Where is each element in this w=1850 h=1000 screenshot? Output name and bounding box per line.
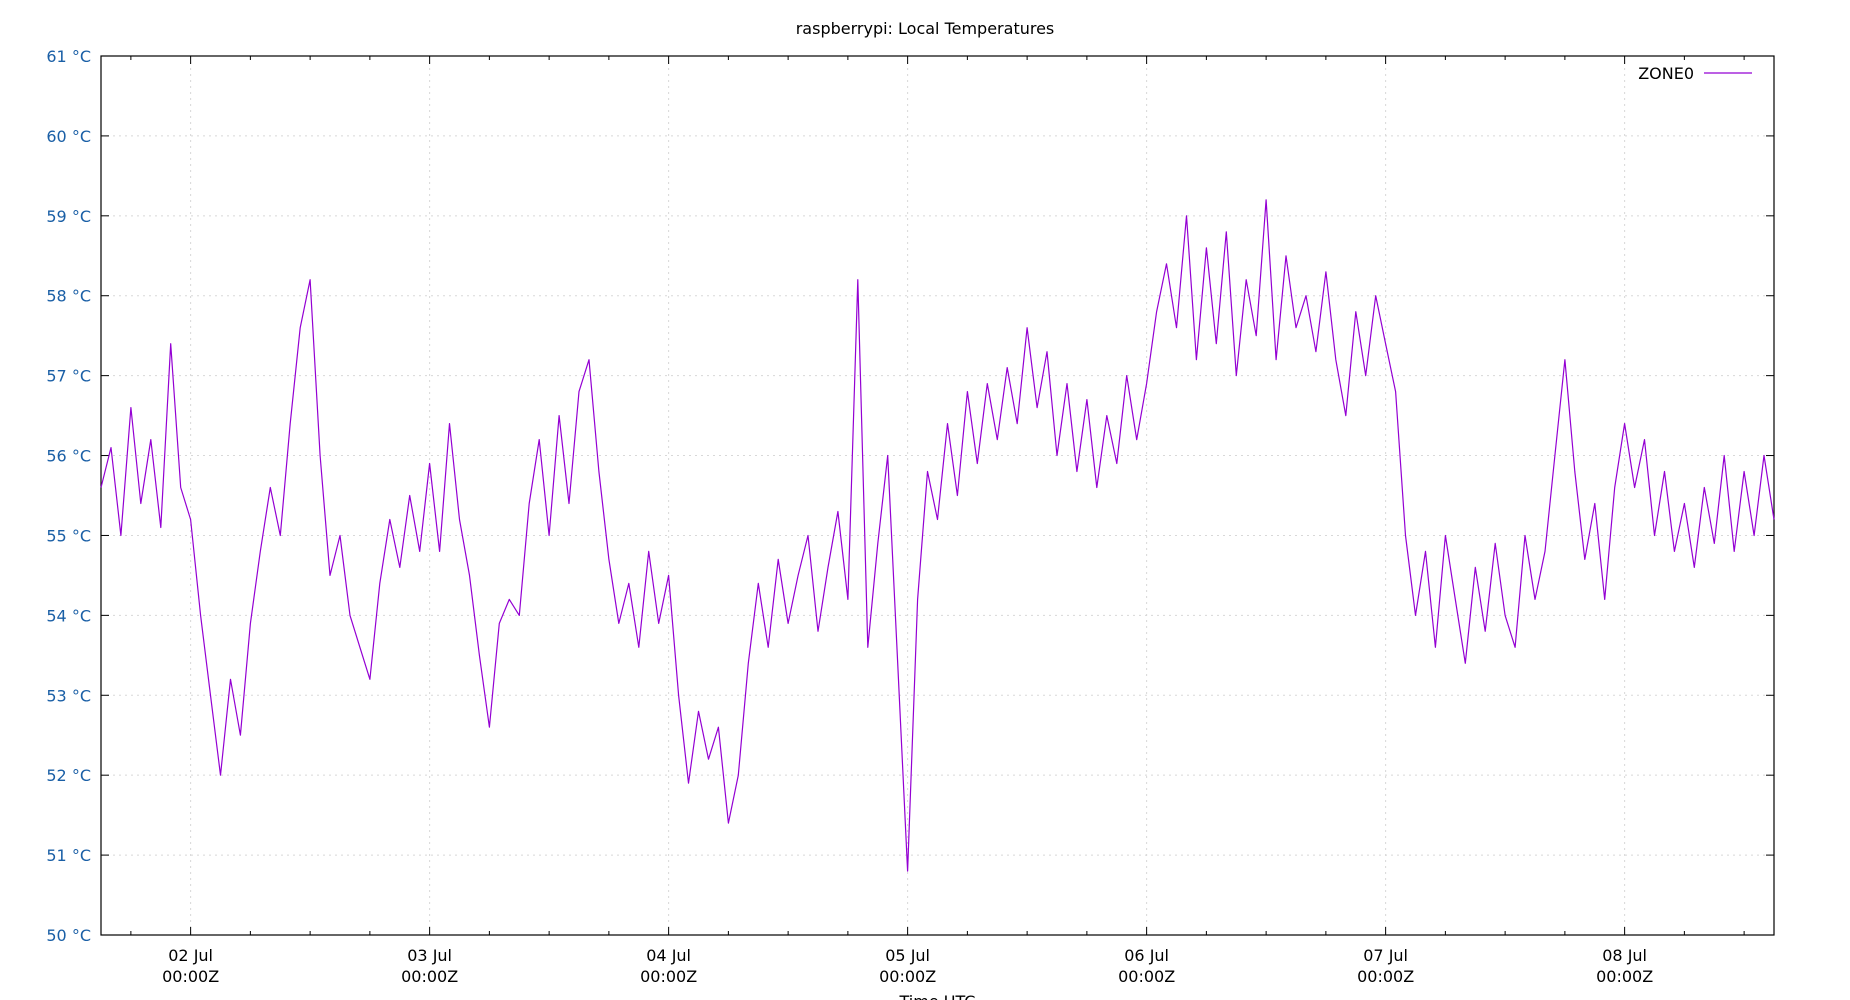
y-tick-label: 55 °C — [46, 526, 91, 545]
x-tick-label-date: 05 Jul — [885, 946, 930, 965]
y-tick-label: 51 °C — [46, 846, 91, 865]
x-tick-label-date: 07 Jul — [1363, 946, 1408, 965]
y-tick-label: 52 °C — [46, 766, 91, 785]
grid-layer — [101, 55, 1774, 936]
x-tick-label-date: 03 Jul — [407, 946, 452, 965]
series-layer — [100, 199, 1775, 872]
series-line-zone0 — [100, 199, 1775, 872]
ticks-layer: 50 °C 51 °C 52 °C 53 °C 54 °C 55 °C 56 °C 57 °C… — [46, 47, 1774, 986]
legend: ZONE0 — [1638, 64, 1752, 83]
legend-label-zone0: ZONE0 — [1638, 64, 1694, 83]
plot-frame — [100, 55, 1775, 936]
x-tick-label-time: 00:00Z — [1357, 967, 1414, 986]
x-tick-label-date: 02 Jul — [168, 946, 213, 965]
y-tick-label: 50 °C — [46, 926, 91, 945]
y-tick-label: 53 °C — [46, 686, 91, 705]
x-tick-label-date: 08 Jul — [1602, 946, 1647, 965]
y-tick-label: 59 °C — [46, 207, 91, 226]
x-tick-label-time: 00:00Z — [640, 967, 697, 986]
x-tick-label-date: 04 Jul — [646, 946, 691, 965]
chart-title: raspberrypi: Local Temperatures — [796, 19, 1055, 38]
y-tick-label: 60 °C — [46, 127, 91, 146]
x-tick-label-time: 00:00Z — [1118, 967, 1175, 986]
x-tick-label-time: 00:00Z — [1596, 967, 1653, 986]
x-tick-label-date: 06 Jul — [1124, 946, 1169, 965]
y-tick-label: 56 °C — [46, 447, 91, 466]
x-tick-label-time: 00:00Z — [162, 967, 219, 986]
y-tick-label: 57 °C — [46, 367, 91, 386]
y-tick-label: 54 °C — [46, 606, 91, 625]
x-tick-label-time: 00:00Z — [879, 967, 936, 986]
x-axis-label: Time UTC — [899, 992, 976, 1000]
x-tick-label-time: 00:00Z — [401, 967, 458, 986]
y-tick-label: 61 °C — [46, 47, 91, 66]
y-tick-label: 58 °C — [46, 287, 91, 306]
